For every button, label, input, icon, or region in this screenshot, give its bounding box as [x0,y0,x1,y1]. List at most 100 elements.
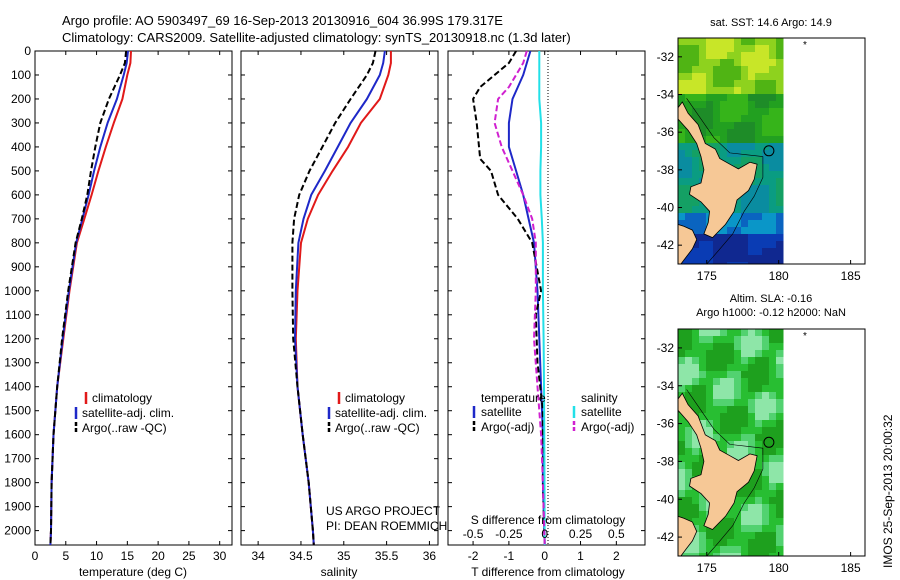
field-cell [727,248,735,256]
field-cell [776,539,784,547]
field-cell [720,546,728,554]
field-cell [776,336,784,344]
field-cell [762,518,770,526]
field-cell [727,448,735,456]
field-cell [706,357,714,365]
field-cell [769,434,777,442]
xtick-label: 2 [613,549,620,563]
ytick-label: 500 [11,164,31,178]
legend-label-climatology: climatology [345,391,405,405]
field-cell [692,157,700,165]
field-cell [706,378,714,386]
field-cell [748,129,756,137]
field-cell [776,497,784,505]
field-cell [699,343,707,351]
field-cell [776,262,784,264]
field-cell [713,532,721,540]
field-cell [699,546,707,554]
field-cell [741,150,749,158]
field-cell [741,157,749,165]
field-cell [692,434,700,442]
field-cell [734,255,742,263]
field-cell [720,399,728,407]
field-cell [762,206,770,214]
field-cell [776,364,784,372]
field-cell [685,73,693,81]
field-cell [762,178,770,186]
field-cell [741,532,749,540]
field-cell [755,427,763,435]
field-cell [776,108,784,116]
field-cell [727,66,735,74]
field-cell [755,52,763,60]
salinity-lines [291,50,392,546]
field-cell [678,469,686,477]
sst-map-ticks: 175 180 185 -32 -34 -36 -38 -40 -42 [657,50,861,283]
field-cell [769,248,777,256]
field-cell [748,206,756,214]
field-cell [678,52,686,60]
field-cell [769,122,777,130]
ytick-label: 800 [11,236,31,250]
sst-bathymetry-contour [686,98,764,264]
field-cell [769,476,777,484]
series-line-1-1 [294,50,386,546]
field-cell [762,399,770,407]
field-cell [678,427,686,435]
ytick-label: 900 [11,260,31,274]
sla-map-subtitle: Argo h1000: -0.12 h2000: NaN [696,307,846,319]
field-cell [727,364,735,372]
field-cell [748,476,756,484]
field-cell [748,504,756,512]
field-cell [706,80,714,88]
field-cell [748,427,756,435]
field-cell [720,357,728,365]
field-cell [769,227,777,235]
field-cell [748,199,756,207]
field-cell [699,66,707,74]
sst-float-position-marker [763,145,775,157]
field-cell [699,420,707,428]
field-cell [769,497,777,505]
field-cell [769,199,777,207]
field-cell [776,220,784,228]
field-cell [748,38,756,46]
field-cell [699,497,707,505]
field-cell [713,329,721,337]
field-cell [692,546,700,554]
field-cell [748,497,756,505]
field-cell [748,399,756,407]
field-cell [685,150,693,158]
field-cell [727,52,735,60]
field-cell [755,532,763,540]
field-cell [741,94,749,102]
field-cell [762,94,770,102]
field-cell [685,52,693,60]
field-cell [762,136,770,144]
field-cell [720,234,728,242]
field-cell [734,136,742,144]
salinity-difference-ticklabels: -0.5 -0.25 0 0.25 0.5 [463,527,625,541]
field-cell [748,185,756,193]
field-cell [720,248,728,256]
field-cell [741,73,749,81]
series-line-0-0 [49,50,132,546]
field-cell [762,448,770,456]
field-cell [713,73,721,81]
field-cell [713,52,721,60]
field-cell [734,45,742,53]
salinity-diff-tick-label: 0.5 [608,527,625,541]
field-cell [699,115,707,123]
field-cell [727,255,735,263]
field-cell [734,343,742,351]
field-cell [706,136,714,144]
map-ytick-label: -38 [657,163,675,177]
field-cell [762,66,770,74]
field-cell [734,448,742,456]
field-cell [769,336,777,344]
field-cell [727,518,735,526]
field-cell [678,483,686,491]
field-cell [727,38,735,46]
map-ytick-label: -40 [657,201,675,215]
field-cell [706,101,714,109]
